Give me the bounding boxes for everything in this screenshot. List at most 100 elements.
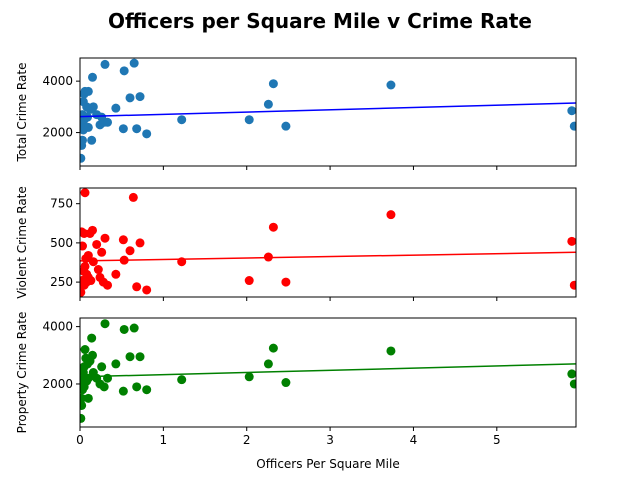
data-point — [268, 79, 278, 89]
data-point — [88, 225, 97, 235]
data-point — [88, 350, 97, 360]
y-axis-label: Total Crime Rate — [15, 63, 29, 163]
data-point — [244, 115, 254, 125]
data-point — [244, 372, 254, 382]
data-point — [386, 346, 396, 356]
panel-total-crime-rate: 2000 4000 Total Crime Rate — [15, 57, 577, 170]
data-point — [142, 285, 152, 295]
data-point — [142, 385, 152, 395]
data-point — [103, 280, 113, 290]
data-point — [80, 400, 87, 410]
data-point — [118, 235, 128, 245]
trend-line — [80, 363, 576, 378]
data-point — [100, 233, 110, 243]
data-point — [268, 343, 278, 353]
data-point — [100, 319, 110, 329]
data-point — [80, 345, 90, 355]
x-tick-label: 4 — [410, 433, 418, 447]
data-point — [111, 359, 121, 369]
data-point — [281, 378, 291, 388]
data-point — [128, 192, 138, 202]
data-point — [80, 413, 86, 423]
axes-frame — [79, 317, 577, 428]
y-tick-label: 2000 — [42, 126, 73, 140]
data-point — [119, 66, 129, 76]
y-tick-label: 4000 — [42, 320, 73, 334]
data-point — [93, 265, 103, 275]
plot-area — [80, 188, 576, 297]
data-point — [103, 117, 113, 127]
axes-frame — [79, 57, 577, 167]
data-point — [263, 359, 273, 369]
data-point — [83, 86, 93, 96]
chart-title: Officers per Square Mile v Crime Rate — [108, 9, 532, 33]
data-point — [100, 59, 110, 69]
data-point — [97, 247, 107, 257]
data-point — [177, 115, 187, 125]
data-point — [86, 276, 96, 286]
data-point — [268, 222, 278, 232]
data-point — [125, 246, 135, 256]
data-point — [111, 103, 121, 113]
y-axis-label: Property Crime Rate — [15, 312, 29, 434]
data-point — [92, 239, 102, 249]
data-point — [386, 210, 396, 220]
data-point — [88, 102, 98, 112]
data-point — [263, 99, 273, 109]
plot-area — [80, 58, 576, 163]
data-point — [132, 124, 142, 134]
data-point — [87, 135, 97, 145]
data-point — [80, 135, 87, 145]
data-point — [125, 352, 135, 362]
data-point — [567, 236, 576, 246]
axes-frame — [79, 187, 577, 298]
data-point — [119, 324, 129, 334]
data-point — [88, 72, 97, 82]
x-tick-label: 5 — [493, 433, 501, 447]
y-tick-label: 500 — [50, 236, 73, 250]
x-tick-label: 3 — [326, 433, 334, 447]
data-point — [129, 323, 139, 333]
panel-property-crime-rate: 2000 4000 0 1 2 3 4 5 Property Crime Rate — [15, 312, 577, 447]
x-tick-label: 0 — [76, 433, 84, 447]
data-point — [118, 124, 128, 134]
data-point — [569, 121, 576, 131]
data-point — [97, 362, 107, 372]
y-axis-label: Violent Crime Rate — [15, 186, 29, 299]
data-point — [83, 250, 93, 260]
data-point — [118, 386, 128, 396]
data-point — [111, 269, 121, 279]
data-point — [281, 121, 291, 131]
data-point — [135, 238, 145, 248]
y-tick-label: 250 — [50, 275, 73, 289]
data-point — [129, 58, 139, 68]
plot-area — [80, 319, 576, 423]
data-point — [281, 277, 291, 287]
trend-line — [80, 102, 576, 118]
trend-line — [80, 251, 576, 262]
data-point — [80, 261, 90, 271]
x-axis-label: Officers Per Square Mile — [256, 457, 399, 471]
data-point — [569, 379, 576, 389]
data-point — [88, 257, 98, 267]
data-point — [132, 282, 142, 292]
data-point — [135, 352, 145, 362]
x-tick-label: 1 — [160, 433, 168, 447]
panel-violent-crime-rate: 250 500 750 Violent Crime Rate — [15, 186, 577, 301]
data-point — [567, 369, 576, 379]
data-point — [80, 153, 86, 163]
data-point — [244, 276, 254, 286]
data-point — [135, 92, 145, 102]
data-point — [80, 188, 90, 198]
data-point — [103, 373, 113, 383]
data-point — [569, 280, 576, 290]
y-tick-label: 4000 — [42, 74, 73, 88]
data-point — [567, 106, 576, 116]
x-tick-label: 2 — [243, 433, 251, 447]
data-point — [80, 287, 86, 297]
data-point — [386, 80, 396, 90]
data-point — [142, 129, 152, 139]
data-point — [125, 93, 135, 103]
y-tick-label: 2000 — [42, 377, 73, 391]
